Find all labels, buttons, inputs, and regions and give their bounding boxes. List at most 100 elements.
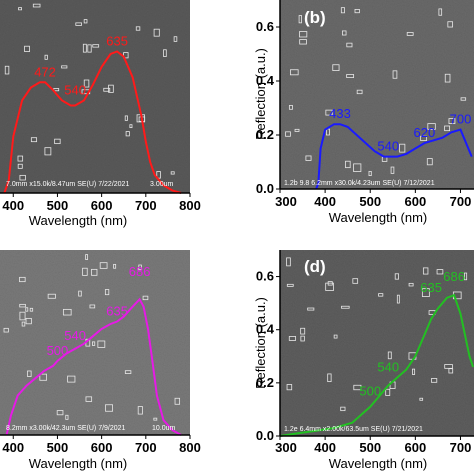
crystal-particle	[298, 15, 302, 24]
x-tick-labels: 300 400 500 600 700	[275, 189, 471, 209]
peak-label: 686	[443, 269, 465, 284]
crystal-particle	[354, 8, 360, 14]
sem-info: 7.0mm x15.0k/8.47um SE(U) 7/22/2021	[6, 181, 129, 188]
peak-label: 472	[34, 64, 56, 79]
scale-bar-label: 10.0um	[152, 425, 176, 432]
crystal-particle	[125, 131, 130, 137]
crystal-particle	[135, 26, 141, 31]
peak-label: 433	[329, 106, 351, 121]
crystal-particle	[113, 263, 117, 269]
crystal-particle	[340, 7, 345, 14]
x-tick-label: 700	[450, 194, 472, 209]
crystal-particle	[387, 351, 392, 360]
crystal-particle	[346, 74, 355, 78]
scale-bar-label: 3.00um	[150, 181, 174, 188]
crystal-particle	[305, 155, 312, 161]
crystal-particle	[103, 87, 111, 92]
crystal-particle	[173, 36, 178, 42]
panel-a: 472 540 635 7.0mm x15.0k/8.47um SE(U) 7/22…	[0, 0, 201, 228]
sem-info: 8.2mm x3.00k/42.3um SE(U) 7/9/2021	[6, 425, 126, 432]
peak-label: 540	[64, 82, 86, 97]
spectrum-line	[315, 123, 473, 190]
crystal-particle	[62, 308, 72, 316]
crystal-particle	[104, 289, 110, 296]
crystal-particle	[392, 70, 398, 79]
crystal-particle	[56, 410, 64, 416]
crystal-particle	[25, 317, 32, 325]
crystal-particle	[89, 304, 96, 309]
crystal-particle	[285, 131, 291, 137]
crystal-particle	[444, 364, 453, 369]
crystal-particle	[385, 388, 391, 396]
peak-label: 620	[414, 125, 436, 140]
crystal-particle	[61, 65, 68, 69]
crystal-particle	[124, 115, 128, 121]
crystal-particle	[21, 321, 26, 327]
x-tick-labels: 300 400 500 600 700	[275, 436, 471, 455]
sem-crystals	[4, 3, 178, 181]
sem-crystals	[286, 257, 468, 412]
crystal-particle	[142, 295, 149, 301]
crystal-particle	[408, 282, 414, 287]
crystal-particle	[300, 327, 306, 335]
x-tick-label: 500	[359, 194, 381, 209]
crystal-particle	[448, 118, 456, 124]
x-axis-title: Wavelength (nm)	[29, 213, 128, 228]
x-axis-title: Wavelength (nm)	[329, 210, 428, 225]
crystal-particle	[91, 268, 98, 276]
crystal-particle	[163, 49, 167, 57]
y-tick-label: 0.0	[256, 428, 274, 443]
crystal-particle	[108, 84, 114, 93]
x-tick-label: 300	[275, 440, 297, 455]
crystal-particle	[332, 64, 340, 71]
crystal-particle	[87, 44, 92, 53]
crystal-particle	[19, 311, 26, 321]
x-tick-label: 300	[275, 194, 297, 209]
x-tick-label: 800	[179, 198, 201, 213]
x-tick-labels: 400 500 600 700 800	[2, 435, 201, 455]
crystal-particle	[341, 305, 350, 309]
crystal-particle	[436, 269, 444, 275]
peak-labels: 433 540 620 700	[329, 106, 471, 153]
x-tick-label: 400	[314, 440, 336, 455]
peak-label: 635	[106, 304, 128, 319]
x-tick-label: 700	[135, 440, 157, 455]
crystal-particle	[420, 135, 427, 141]
crystal-particle	[75, 22, 82, 26]
peak-labels: 472 540 635	[34, 33, 128, 97]
x-tick-label: 600	[404, 194, 426, 209]
sem-crystals	[3, 254, 181, 421]
crystal-particle	[356, 89, 363, 95]
crystal-particle	[99, 262, 108, 269]
y-tick-label: 0.6	[256, 19, 274, 34]
x-tick-label: 800	[179, 440, 201, 455]
y-tick-label: 0.4	[256, 73, 275, 88]
spectrum-line	[3, 50, 182, 194]
x-tick-label: 600	[91, 198, 113, 213]
crystal-particle	[17, 163, 23, 169]
x-tick-label: 400	[314, 194, 336, 209]
x-tick-label: 500	[359, 440, 381, 455]
crystal-particle	[390, 166, 395, 174]
x-tick-label: 600	[404, 440, 426, 455]
crystal-particle	[137, 406, 143, 415]
crystal-particle	[288, 105, 293, 110]
y-axis-title: Reflection (a.u.)	[253, 48, 268, 140]
crystal-particle	[327, 281, 333, 286]
crystal-particle	[307, 307, 315, 311]
y-tick-label: 0.4	[256, 322, 275, 337]
crystal-particle	[92, 341, 96, 346]
crystal-particle	[412, 368, 416, 375]
crystal-particle	[394, 273, 399, 280]
crystal-particle	[286, 283, 294, 287]
panel-label: (b)	[304, 8, 326, 27]
peak-label: 540	[377, 139, 399, 154]
crystal-particle	[19, 174, 26, 181]
crystal-particle	[419, 397, 424, 401]
sem-background	[280, 0, 474, 189]
crystal-particle	[65, 414, 69, 420]
